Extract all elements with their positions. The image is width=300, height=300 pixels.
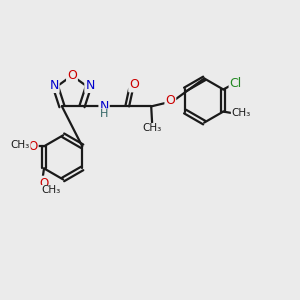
Text: O: O	[67, 69, 77, 82]
Text: O: O	[129, 78, 139, 92]
Text: N: N	[85, 79, 95, 92]
Text: Cl: Cl	[230, 77, 242, 90]
Text: O: O	[165, 94, 175, 107]
Text: H: H	[100, 109, 109, 119]
Text: CH₃: CH₃	[142, 124, 162, 134]
Text: CH₃: CH₃	[231, 108, 250, 118]
Text: N: N	[49, 79, 59, 92]
Text: O: O	[39, 177, 49, 190]
Text: O: O	[28, 140, 38, 153]
Text: CH₃: CH₃	[11, 140, 30, 150]
Text: N: N	[99, 100, 109, 113]
Text: CH₃: CH₃	[41, 185, 60, 196]
